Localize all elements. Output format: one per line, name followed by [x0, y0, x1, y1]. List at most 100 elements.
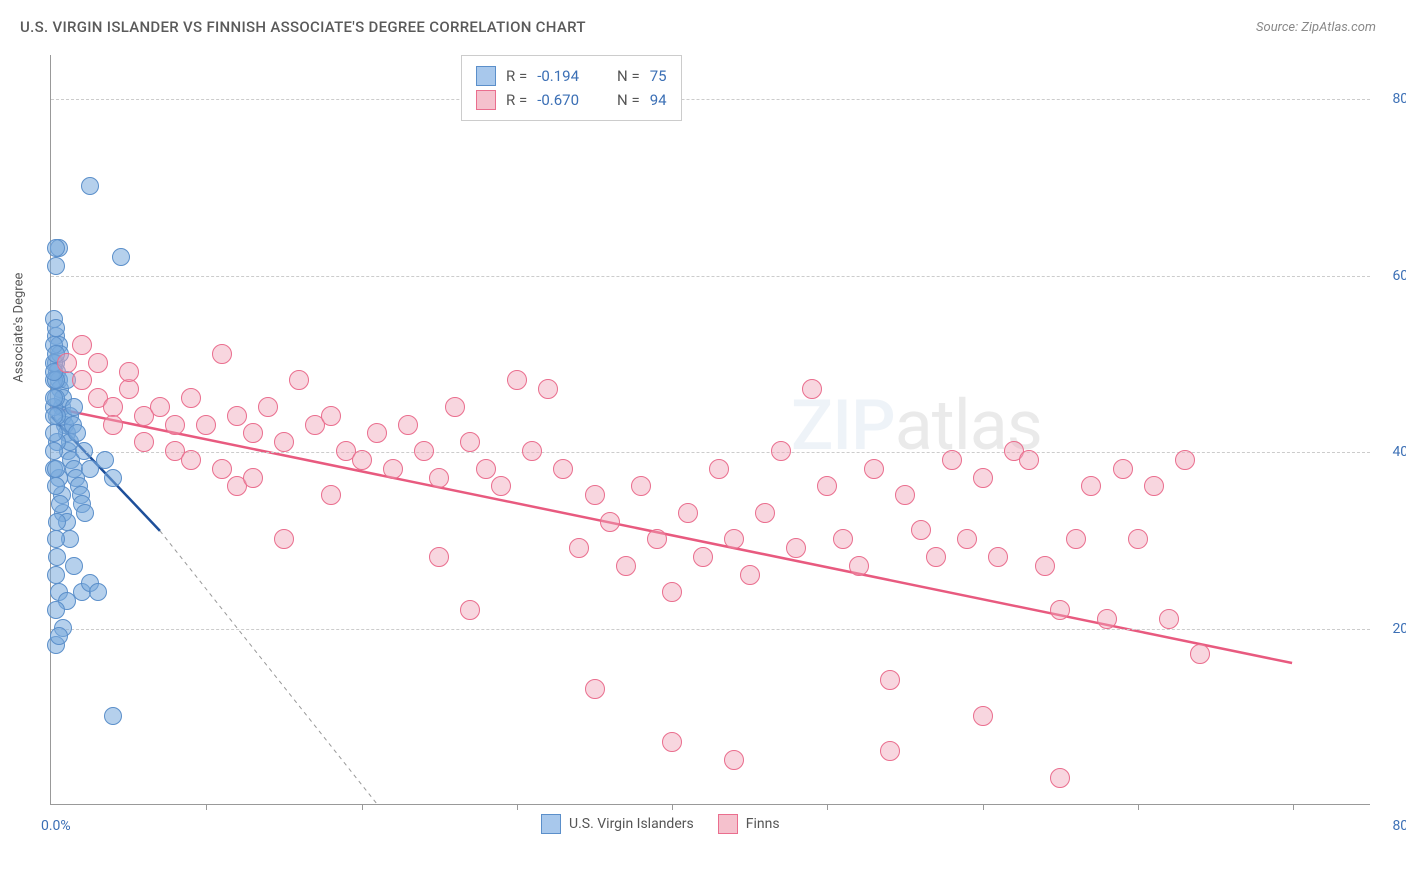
scatter-point-finns: [212, 344, 232, 364]
scatter-point-finns: [802, 379, 822, 399]
scatter-point-finns: [445, 397, 465, 417]
scatter-point-finns: [212, 459, 232, 479]
gridline: [51, 452, 1370, 453]
scatter-point-finns: [616, 556, 636, 576]
n-label: N =: [617, 91, 640, 109]
scatter-point-finns: [988, 547, 1008, 567]
gridline: [51, 99, 1370, 100]
scatter-point-finns: [631, 476, 651, 496]
scatter-point-finns: [258, 397, 278, 417]
scatter-point-usvi: [45, 424, 63, 442]
scatter-point-finns: [196, 415, 216, 435]
scatter-point-finns: [786, 538, 806, 558]
scatter-point-finns: [849, 556, 869, 576]
scatter-point-finns: [880, 741, 900, 761]
scatter-point-finns: [72, 335, 92, 355]
scatter-point-finns: [553, 459, 573, 479]
scatter-point-finns: [507, 370, 527, 390]
scatter-point-finns: [755, 503, 775, 523]
x-tick-mark: [672, 804, 673, 810]
scatter-point-finns: [367, 423, 387, 443]
scatter-point-usvi: [45, 389, 63, 407]
scatter-point-usvi: [47, 530, 65, 548]
legend-swatch: [541, 814, 561, 834]
scatter-point-finns: [1035, 556, 1055, 576]
r-value: -0.670: [537, 91, 579, 109]
scatter-point-finns: [289, 370, 309, 390]
scatter-point-usvi: [89, 583, 107, 601]
legend-swatch: [476, 90, 496, 110]
scatter-point-finns: [383, 459, 403, 479]
scatter-point-finns: [911, 520, 931, 540]
scatter-point-finns: [647, 529, 667, 549]
scatter-point-finns: [724, 529, 744, 549]
chart-plot-area: Associate's Degree 0.0% 80.0% ZIPatlas R…: [50, 55, 1370, 805]
y-tick-label: 20.0%: [1392, 621, 1406, 637]
scatter-point-usvi: [48, 513, 66, 531]
scatter-point-finns: [585, 485, 605, 505]
y-tick-label: 40.0%: [1392, 444, 1406, 460]
scatter-point-finns: [1050, 768, 1070, 788]
scatter-point-finns: [460, 600, 480, 620]
scatter-point-finns: [522, 441, 542, 461]
x-tick-mark: [517, 804, 518, 810]
scatter-point-finns: [119, 379, 139, 399]
scatter-point-finns: [321, 485, 341, 505]
r-label: R =: [506, 91, 527, 109]
scatter-point-finns: [134, 432, 154, 452]
scatter-point-finns: [585, 679, 605, 699]
legend-swatch: [476, 66, 496, 86]
scatter-point-finns: [243, 468, 263, 488]
scatter-point-finns: [1113, 459, 1133, 479]
x-tick-mark: [1293, 804, 1294, 810]
scatter-point-finns: [103, 415, 123, 435]
scatter-point-finns: [119, 362, 139, 382]
scatter-point-finns: [942, 450, 962, 470]
scatter-point-finns: [1190, 644, 1210, 664]
scatter-point-usvi: [47, 477, 65, 495]
scatter-point-finns: [957, 529, 977, 549]
scatter-point-usvi: [65, 557, 83, 575]
scatter-point-usvi: [45, 442, 63, 460]
scatter-point-finns: [57, 353, 77, 373]
scatter-point-finns: [227, 406, 247, 426]
scatter-point-usvi: [47, 460, 65, 478]
scatter-point-finns: [1050, 600, 1070, 620]
x-tick-mark: [1138, 804, 1139, 810]
scatter-point-finns: [491, 476, 511, 496]
scatter-point-finns: [274, 529, 294, 549]
scatter-point-finns: [709, 459, 729, 479]
n-label: N =: [617, 67, 640, 85]
scatter-point-finns: [538, 379, 558, 399]
scatter-point-usvi: [47, 239, 65, 257]
scatter-point-finns: [1144, 476, 1164, 496]
legend-series-item: Finns: [718, 814, 780, 834]
x-tick-mark: [362, 804, 363, 810]
scatter-point-finns: [243, 423, 263, 443]
scatter-point-finns: [1128, 529, 1148, 549]
scatter-point-finns: [1081, 476, 1101, 496]
scatter-point-usvi: [47, 601, 65, 619]
y-axis-title: Associate's Degree: [12, 272, 27, 382]
scatter-point-finns: [429, 547, 449, 567]
scatter-point-usvi: [51, 495, 69, 513]
x-axis-max-label: 80.0%: [1392, 818, 1406, 834]
scatter-point-finns: [429, 468, 449, 488]
legend-series-label: Finns: [746, 816, 780, 832]
scatter-point-usvi: [81, 177, 99, 195]
scatter-point-finns: [926, 547, 946, 567]
scatter-point-finns: [181, 388, 201, 408]
scatter-point-finns: [880, 670, 900, 690]
scatter-point-finns: [150, 397, 170, 417]
correlation-legend: R =-0.194N =75R =-0.670N =94: [461, 55, 682, 121]
scatter-point-finns: [88, 353, 108, 373]
scatter-point-finns: [678, 503, 698, 523]
plot-box: Associate's Degree 0.0% 80.0% ZIPatlas R…: [50, 55, 1370, 805]
scatter-point-finns: [476, 459, 496, 479]
scatter-point-finns: [833, 529, 853, 549]
scatter-point-finns: [895, 485, 915, 505]
scatter-point-finns: [600, 512, 620, 532]
scatter-point-finns: [1175, 450, 1195, 470]
scatter-point-finns: [973, 706, 993, 726]
gridline: [51, 276, 1370, 277]
